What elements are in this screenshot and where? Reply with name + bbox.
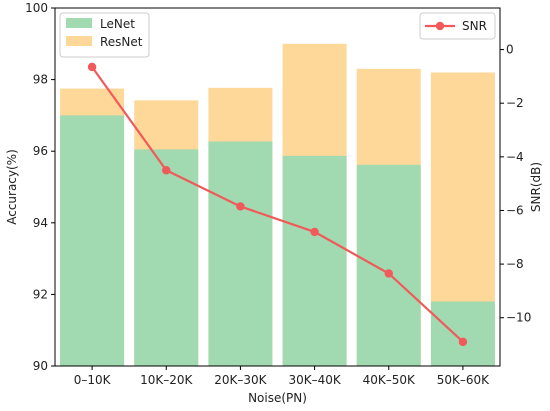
legend-right-frame [419, 12, 496, 40]
y2-tick-label: −2 [506, 96, 524, 110]
x-tick-label: 20K–30K [214, 373, 267, 387]
legend-swatch-lenet [66, 18, 92, 28]
x-tick-label: 50K–60K [437, 373, 490, 387]
snr-point [87, 62, 97, 72]
y-tick-label: 98 [33, 73, 48, 87]
axes-layer: 90 92 94 96 98 100 0 −2 −4 −6 −8 −10 0–10K 10K–20K 20K… [25, 1, 531, 387]
x-tick-label: 30K–40K [288, 373, 341, 387]
snr-point [310, 227, 319, 237]
lenet-bar [356, 164, 421, 366]
y2-tick-label: −6 [506, 203, 524, 217]
x-tick-label: 0–10K [74, 373, 112, 387]
y2-tick-label: −4 [506, 150, 524, 164]
x-axis-label: Noise(PN) [248, 391, 307, 405]
y-tick-label: 96 [33, 144, 48, 158]
lenet-bar [60, 115, 125, 367]
y-axis-label: Accuracy(%) [5, 149, 19, 225]
plot-frame [54, 7, 501, 367]
snr-point [384, 269, 393, 278]
x-tick-label: 10K–20K [140, 373, 193, 387]
y2-tick-label: −8 [506, 257, 524, 271]
legend-label-lenet: LeNet [100, 17, 135, 31]
snr-point [458, 337, 468, 347]
y2-tick-label: −10 [506, 311, 531, 325]
bars-layer [60, 43, 495, 367]
legend-swatch-resnet [66, 36, 92, 46]
x-tick-label: 40K–50K [363, 373, 416, 387]
y2-axis-label: SNR(dB) [529, 162, 543, 212]
legend-marker-snr [435, 21, 445, 31]
lenet-bar [134, 149, 199, 366]
y-tick-label: 94 [33, 216, 48, 230]
snr-line-layer [87, 62, 468, 347]
lenet-bar [282, 155, 347, 366]
legend-label-snr: SNR [462, 19, 487, 33]
y-tick-label: 100 [25, 1, 48, 15]
legend-label-resnet: ResNet [100, 35, 143, 49]
y-tick-label: 90 [33, 359, 48, 373]
legends-layer: LeNet ResNet SNR [59, 12, 496, 58]
y2-tick-label: 0 [506, 43, 514, 57]
y-tick-label: 92 [33, 287, 48, 301]
lenet-bar [430, 301, 495, 366]
snr-line [91, 66, 464, 343]
snr-point [236, 202, 245, 211]
lenet-bar [208, 141, 273, 366]
snr-point [162, 166, 171, 175]
